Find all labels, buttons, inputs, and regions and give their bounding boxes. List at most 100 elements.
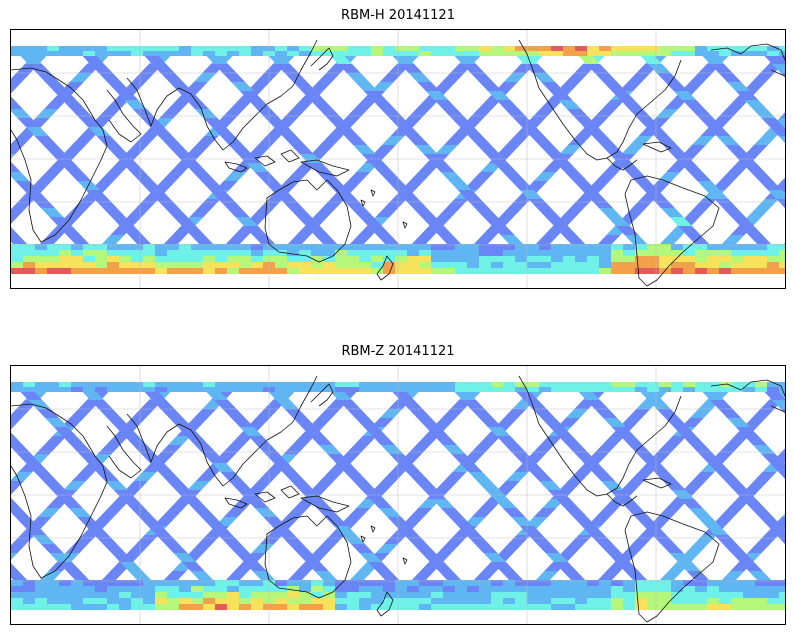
swath-cell bbox=[556, 499, 579, 508]
swath-cell bbox=[355, 418, 378, 427]
swath-cell bbox=[533, 508, 557, 517]
swath-cell bbox=[152, 400, 175, 409]
map-frame bbox=[10, 29, 786, 289]
swath-cell bbox=[11, 586, 23, 592]
swath-cell bbox=[186, 100, 209, 109]
swath-cell bbox=[455, 256, 467, 262]
swath-cell bbox=[11, 172, 30, 181]
swath-cell bbox=[755, 387, 767, 392]
swath-cell bbox=[47, 387, 59, 392]
swath-cell bbox=[652, 535, 675, 544]
swath-cell bbox=[143, 46, 155, 51]
swath-cell bbox=[781, 513, 785, 517]
swath-cell bbox=[432, 499, 455, 508]
swath-cell bbox=[731, 580, 743, 586]
swath-cell bbox=[407, 51, 419, 56]
swath-cell bbox=[707, 268, 719, 274]
swath-cell bbox=[719, 592, 731, 598]
swath-cell bbox=[119, 598, 131, 604]
swath-cell bbox=[359, 250, 371, 256]
swath-cell bbox=[437, 544, 461, 553]
swath-cell bbox=[306, 226, 329, 235]
swath-cell bbox=[17, 454, 40, 463]
coastline bbox=[360, 535, 366, 543]
swath-cell bbox=[155, 598, 167, 604]
swath-cell bbox=[168, 100, 191, 109]
swath-cell bbox=[733, 490, 757, 499]
swath-cell bbox=[284, 73, 308, 82]
swath-cell bbox=[71, 586, 83, 592]
swath-cell bbox=[23, 598, 35, 604]
swath-cell bbox=[433, 82, 456, 91]
swath-cell bbox=[756, 199, 779, 208]
swath-cell bbox=[659, 250, 671, 256]
coastlines bbox=[11, 375, 785, 623]
swath-cell bbox=[742, 499, 765, 508]
swath-cell bbox=[316, 508, 340, 517]
swath-cell bbox=[95, 250, 107, 256]
swath-cell bbox=[575, 250, 587, 256]
swath-cell bbox=[683, 382, 695, 387]
swath-cell bbox=[297, 217, 320, 226]
swath-cell bbox=[434, 100, 457, 109]
swath-cell bbox=[311, 46, 323, 51]
swath-cell bbox=[359, 256, 371, 262]
swath-cell bbox=[155, 268, 167, 274]
swath-cell bbox=[691, 136, 715, 145]
swath-cell bbox=[750, 508, 774, 517]
swath-cell bbox=[719, 172, 743, 181]
swath-cell bbox=[599, 51, 611, 56]
swath-cell bbox=[44, 436, 67, 445]
swath-cell bbox=[755, 244, 767, 250]
swath-cell bbox=[563, 387, 575, 392]
swath-cell bbox=[265, 118, 288, 127]
swath-cell bbox=[503, 580, 515, 586]
swath-cell bbox=[431, 580, 443, 586]
swath-cell bbox=[623, 256, 635, 262]
swath-cell bbox=[395, 387, 407, 392]
swath-cell bbox=[11, 235, 28, 244]
swath-cell bbox=[15, 181, 38, 190]
swath-cell bbox=[239, 268, 251, 274]
swath-cell bbox=[97, 445, 121, 454]
swath-cell bbox=[443, 604, 455, 610]
swath-cell bbox=[314, 571, 338, 580]
swath-cell bbox=[430, 562, 453, 571]
swath-cell bbox=[318, 109, 342, 118]
coastline bbox=[300, 495, 350, 513]
swath-cell bbox=[251, 268, 263, 274]
swath-cell bbox=[502, 172, 526, 181]
swath-cell bbox=[647, 598, 659, 604]
swath-cell bbox=[239, 598, 251, 604]
swath-cell bbox=[69, 409, 93, 418]
swath-cell bbox=[683, 51, 695, 56]
swath-cell bbox=[203, 51, 215, 56]
swath-cell bbox=[98, 73, 122, 82]
swath-cell bbox=[11, 244, 23, 250]
swath-cell bbox=[590, 199, 613, 208]
swath-cell bbox=[97, 109, 121, 118]
swath-cell bbox=[309, 82, 332, 91]
swath-cell bbox=[635, 181, 658, 190]
swath-cell bbox=[231, 82, 254, 91]
swath-cell bbox=[107, 382, 119, 387]
swath-cell bbox=[182, 226, 205, 235]
swath-cell bbox=[740, 562, 763, 571]
swath-cell bbox=[438, 235, 462, 244]
swath-cell bbox=[53, 427, 77, 436]
swath-cell bbox=[491, 598, 503, 604]
swath-cell bbox=[299, 154, 323, 163]
swath-cell bbox=[449, 517, 472, 526]
swath-cell bbox=[59, 580, 71, 586]
swath-cell bbox=[299, 244, 311, 250]
swath-cell bbox=[220, 136, 244, 145]
swath-cell bbox=[347, 268, 359, 274]
swath-cell bbox=[407, 598, 419, 604]
swath-cell bbox=[102, 544, 126, 553]
swath-cell bbox=[203, 598, 215, 604]
swath-cell bbox=[322, 199, 345, 208]
swath-cell bbox=[628, 445, 652, 454]
swath-cell bbox=[11, 382, 23, 387]
swath-cell bbox=[539, 268, 551, 274]
swath-cell bbox=[359, 268, 371, 274]
